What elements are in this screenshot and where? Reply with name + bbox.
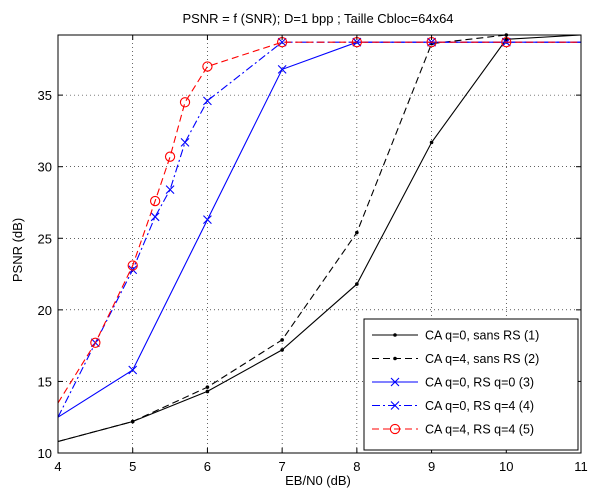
- ticks: [57, 35, 582, 454]
- legend-marker-1: [393, 333, 397, 337]
- series-1: [57, 34, 582, 443]
- series-line-2: [57, 34, 581, 443]
- series-5-point: [179, 97, 191, 108]
- y-tick-label: 15: [38, 374, 52, 389]
- legend-marker-4: [390, 401, 400, 410]
- series-4-point: [203, 96, 212, 106]
- series-1-point: [205, 389, 210, 394]
- x-tick-label: 10: [499, 459, 513, 474]
- series-3-point: [203, 215, 212, 225]
- legend-label-5: CA q=4, RS q=4 (5): [425, 423, 534, 437]
- x-tick-label: 6: [204, 459, 211, 474]
- series-3-point: [128, 365, 138, 375]
- x-tick-label: 8: [353, 459, 360, 474]
- y-tick-label: 25: [38, 231, 52, 246]
- x-axis-label: EB/N0 (dB): [285, 473, 351, 488]
- series-5-point: [164, 151, 176, 162]
- x-tick-label: 5: [129, 459, 136, 474]
- series-4-point: [180, 137, 190, 147]
- y-tick-label: 20: [38, 303, 52, 318]
- plot-frame: [57, 34, 582, 454]
- tick-labels: 4 5 6 7 8 9 10 11 10 15 20 25 30 35: [38, 88, 588, 474]
- y-axis-label: PSNR (dB): [10, 218, 25, 282]
- y-tick-label: 10: [38, 446, 52, 461]
- series-layer: [57, 33, 582, 443]
- series-2-point: [205, 385, 210, 389]
- series-line-5: [57, 41, 581, 404]
- legend: CA q=0, sans RS (1) CA q=4, sans RS (2) CA…: [363, 318, 579, 451]
- y-tick-label: 35: [38, 88, 52, 103]
- series-line-1: [57, 34, 582, 443]
- series-5-point: [90, 337, 101, 348]
- x-tick-label: 4: [54, 459, 61, 474]
- series-1-point: [280, 348, 284, 352]
- legend-marker-5: [389, 423, 401, 435]
- series-4-point: [277, 37, 287, 47]
- series-line-4: [57, 41, 581, 418]
- chart-title: PSNR = f (SNR); D=1 bpp ; Taille Cbloc=6…: [182, 11, 453, 26]
- legend-marker-3: [390, 377, 400, 387]
- series-2-point: [280, 338, 284, 342]
- series-2-point: [130, 419, 135, 424]
- legend-label-2: CA q=4, sans RS (2): [425, 352, 539, 366]
- series-3-point: [277, 64, 287, 74]
- legend-label-3: CA q=0, RS q=0 (3): [425, 376, 534, 390]
- series-2-point: [355, 230, 359, 235]
- series-4-point: [165, 185, 175, 194]
- y-tick-label: 30: [38, 160, 52, 175]
- x-tick-label: 11: [574, 459, 588, 474]
- x-tick-label: 7: [279, 459, 286, 474]
- x-tick-label: 9: [428, 459, 435, 474]
- legend-label-4: CA q=0, RS q=4 (4): [425, 399, 534, 413]
- series-5-point: [202, 61, 213, 72]
- series-5-point: [127, 260, 138, 271]
- legend-marker-2: [393, 356, 397, 361]
- legend-label-1: CA q=0, sans RS (1): [425, 329, 539, 343]
- series-1-point: [355, 282, 359, 286]
- series-4-point: [150, 212, 160, 222]
- series-5-point: [149, 195, 161, 207]
- series-1-point: [429, 140, 434, 145]
